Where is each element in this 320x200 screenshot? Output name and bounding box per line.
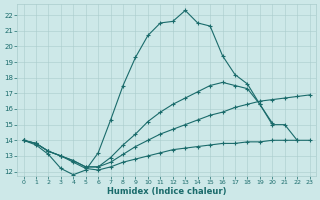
X-axis label: Humidex (Indice chaleur): Humidex (Indice chaleur) bbox=[107, 187, 226, 196]
